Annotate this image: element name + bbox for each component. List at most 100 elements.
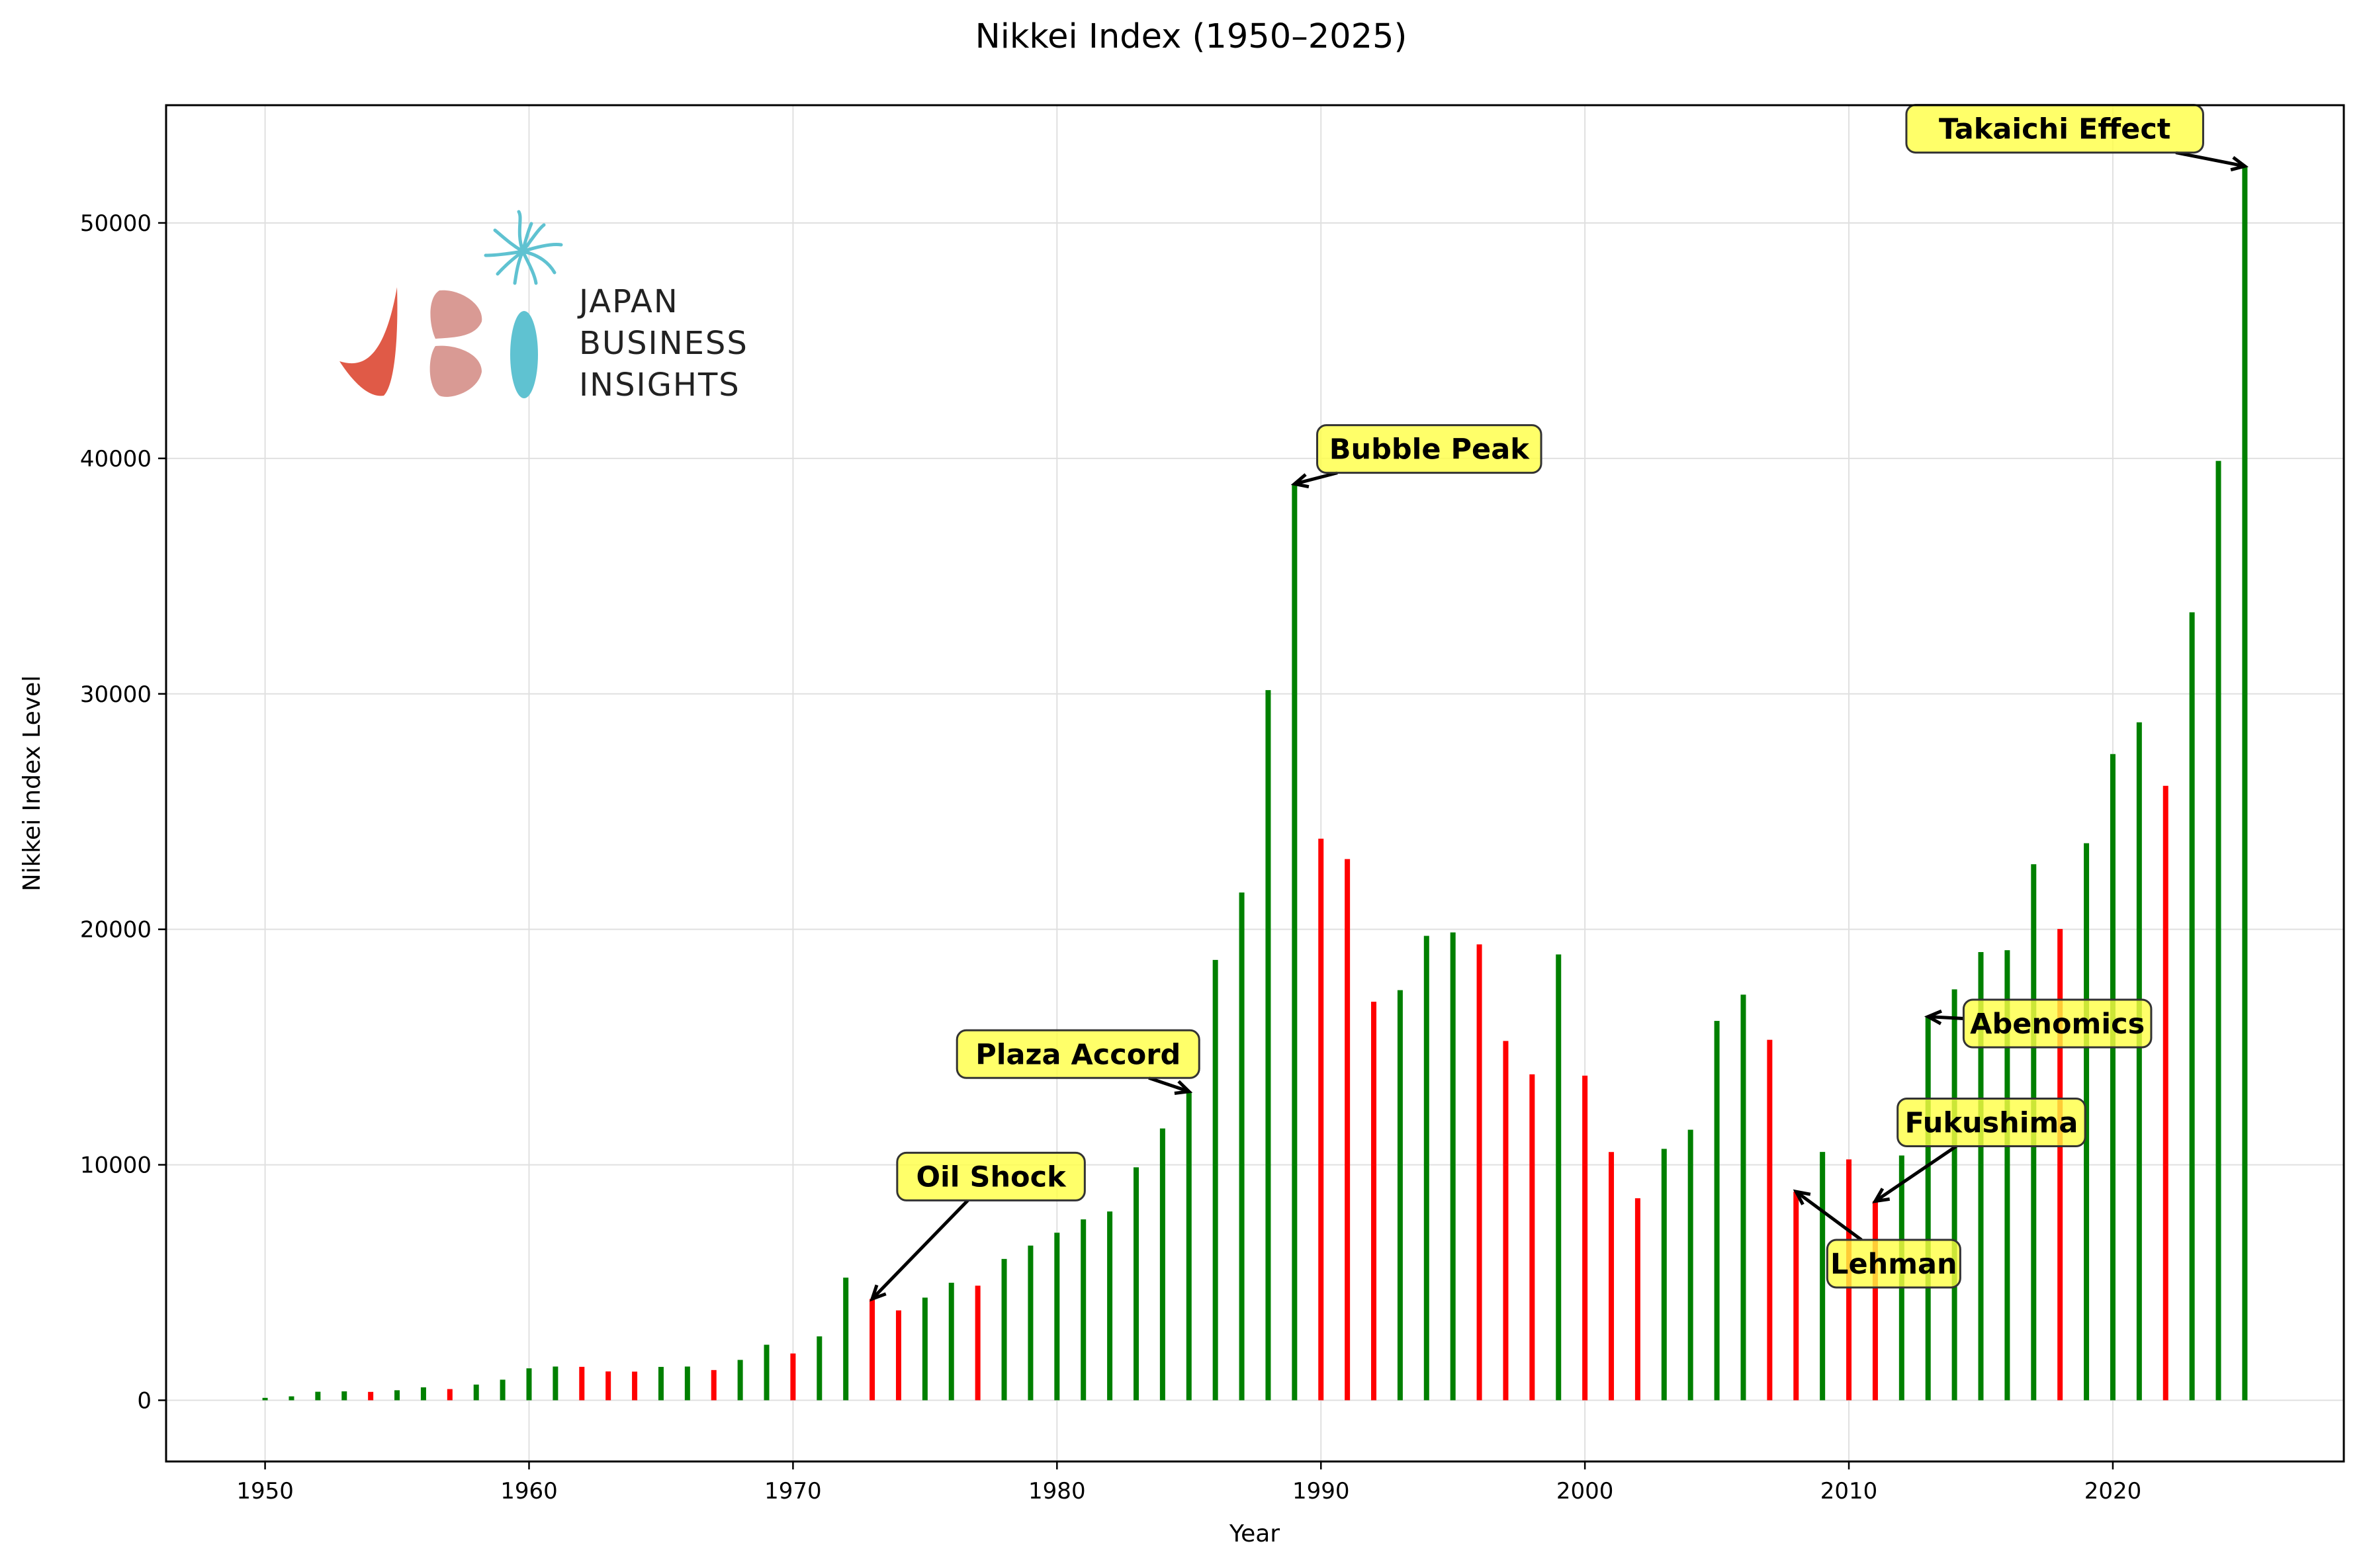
bar-1994 <box>1423 936 1429 1401</box>
x-axis-ticks: 1950 1960 1970 1980 1990 2000 2010 2020 <box>236 1461 2141 1504</box>
y-axis-ticks: 0 10000 20000 30000 40000 50000 <box>80 210 166 1414</box>
bar-1974 <box>895 1310 901 1401</box>
annotation-box <box>1896 1098 2086 1147</box>
annotation-label: Oil Shock <box>916 1160 1067 1194</box>
bar-1997 <box>1503 1041 1509 1401</box>
bar-2005 <box>1714 1021 1720 1401</box>
bar-2011 <box>1872 1201 1878 1401</box>
bar-1992 <box>1371 1002 1377 1401</box>
plot-frame <box>165 104 2345 1463</box>
annotation-label: Plaza Accord <box>975 1038 1181 1071</box>
bar-1988 <box>1265 690 1271 1401</box>
bar-1950 <box>262 1397 268 1401</box>
bar-1982 <box>1107 1211 1113 1401</box>
bar-1955 <box>394 1390 400 1401</box>
bar-2021 <box>2136 722 2142 1401</box>
y-tick-label: 50000 <box>80 210 152 237</box>
bar-1983 <box>1133 1167 1139 1401</box>
bar-1976 <box>948 1282 954 1401</box>
bar-2000 <box>1582 1075 1588 1401</box>
bar-1964 <box>632 1372 638 1401</box>
bar-1952 <box>315 1391 321 1401</box>
bar-2016 <box>2004 950 2010 1401</box>
annotation-arrow <box>1795 1190 1863 1242</box>
annotation-fukushima: Fukushima <box>1872 1098 2086 1203</box>
bar-2008 <box>1793 1192 1799 1401</box>
bar-1962 <box>579 1366 585 1401</box>
bar-2025 <box>2242 166 2248 1401</box>
bar-1993 <box>1397 990 1403 1401</box>
bar-1972 <box>843 1278 849 1401</box>
annotation-arrowhead <box>1290 473 1310 489</box>
x-tick-label: 1960 <box>500 1478 558 1504</box>
y-tick-label: 20000 <box>80 917 152 943</box>
y-tick-label: 40000 <box>80 446 152 472</box>
bar-1985 <box>1186 1091 1192 1401</box>
x-tick-label: 1990 <box>1292 1478 1350 1504</box>
bar-1999 <box>1556 954 1562 1401</box>
annotation-arrowhead <box>2230 155 2249 172</box>
annotation-arrowhead <box>1174 1080 1193 1095</box>
bar-1966 <box>684 1366 690 1401</box>
annotation-arrow <box>1928 1015 1964 1021</box>
bar-1978 <box>1001 1258 1007 1401</box>
bar-1984 <box>1159 1128 1165 1401</box>
annotation-arrowhead <box>1793 1189 1811 1205</box>
annotation-arrowhead <box>869 1284 887 1302</box>
bar-1971 <box>817 1336 823 1401</box>
annotation-arrow <box>2175 151 2245 168</box>
bar-2015 <box>1978 952 1984 1401</box>
bar-1980 <box>1054 1233 1060 1401</box>
bar-1989 <box>1292 484 1298 1401</box>
y-tick-label: 30000 <box>80 681 152 708</box>
annotation-oil-shock: Oil Shock <box>869 1151 1086 1302</box>
bar-1987 <box>1239 892 1245 1401</box>
bar-1986 <box>1212 959 1218 1401</box>
annotation-arrow <box>871 1199 969 1300</box>
bar-2003 <box>1661 1149 1667 1401</box>
annotation-plaza-accord: Plaza Accord <box>956 1029 1200 1095</box>
bar-1960 <box>526 1368 532 1401</box>
bar-2001 <box>1609 1152 1615 1401</box>
y-tick-label: 0 <box>137 1387 152 1414</box>
bar-2024 <box>2215 460 2221 1401</box>
x-tick-label: 1950 <box>236 1478 294 1504</box>
bar-1951 <box>289 1396 294 1401</box>
logo: JAPAN BUSINESS INSIGHTS <box>339 210 748 404</box>
chart-title: Nikkei Index (1950–2025) <box>975 17 1407 56</box>
bar-1981 <box>1081 1219 1087 1401</box>
annotation-box <box>1316 424 1542 474</box>
bar-1957 <box>447 1389 453 1401</box>
bar-2019 <box>2084 843 2090 1401</box>
bar-1958 <box>473 1384 479 1401</box>
annotation-arrowhead <box>1872 1188 1891 1203</box>
annotation-abenomics: Abenomics <box>1924 998 2153 1049</box>
x-tick-label: 2020 <box>2084 1478 2142 1504</box>
annotation-label: Bubble Peak <box>1329 433 1531 466</box>
bar-1967 <box>711 1370 717 1401</box>
bar-2023 <box>2189 612 2195 1401</box>
logo-teal-leaf <box>510 311 538 398</box>
annotation-box <box>1962 998 2153 1049</box>
bar-2004 <box>1687 1129 1693 1401</box>
annotation-label: Fukushima <box>1905 1107 2078 1140</box>
annotation-arrowhead <box>1924 1009 1942 1025</box>
logo-text-line-2: BUSINESS <box>579 325 748 362</box>
logo-red-swoosh <box>339 287 398 396</box>
annotation-arrow <box>1148 1076 1190 1094</box>
bar-1998 <box>1529 1074 1535 1401</box>
bar-1995 <box>1450 932 1456 1401</box>
bar-2013 <box>1925 1016 1931 1401</box>
bar-1968 <box>737 1360 743 1401</box>
bar-2020 <box>2110 754 2116 1401</box>
bar-1996 <box>1476 944 1482 1401</box>
bar-2018 <box>2057 929 2063 1401</box>
annotation-box <box>896 1151 1086 1201</box>
y-tick-label: 10000 <box>80 1153 152 1179</box>
bar-1990 <box>1318 838 1324 1401</box>
bar-2022 <box>2162 785 2168 1401</box>
x-tick-label: 1970 <box>764 1478 822 1504</box>
annotation-label: Takaichi Effect <box>1939 113 2170 146</box>
